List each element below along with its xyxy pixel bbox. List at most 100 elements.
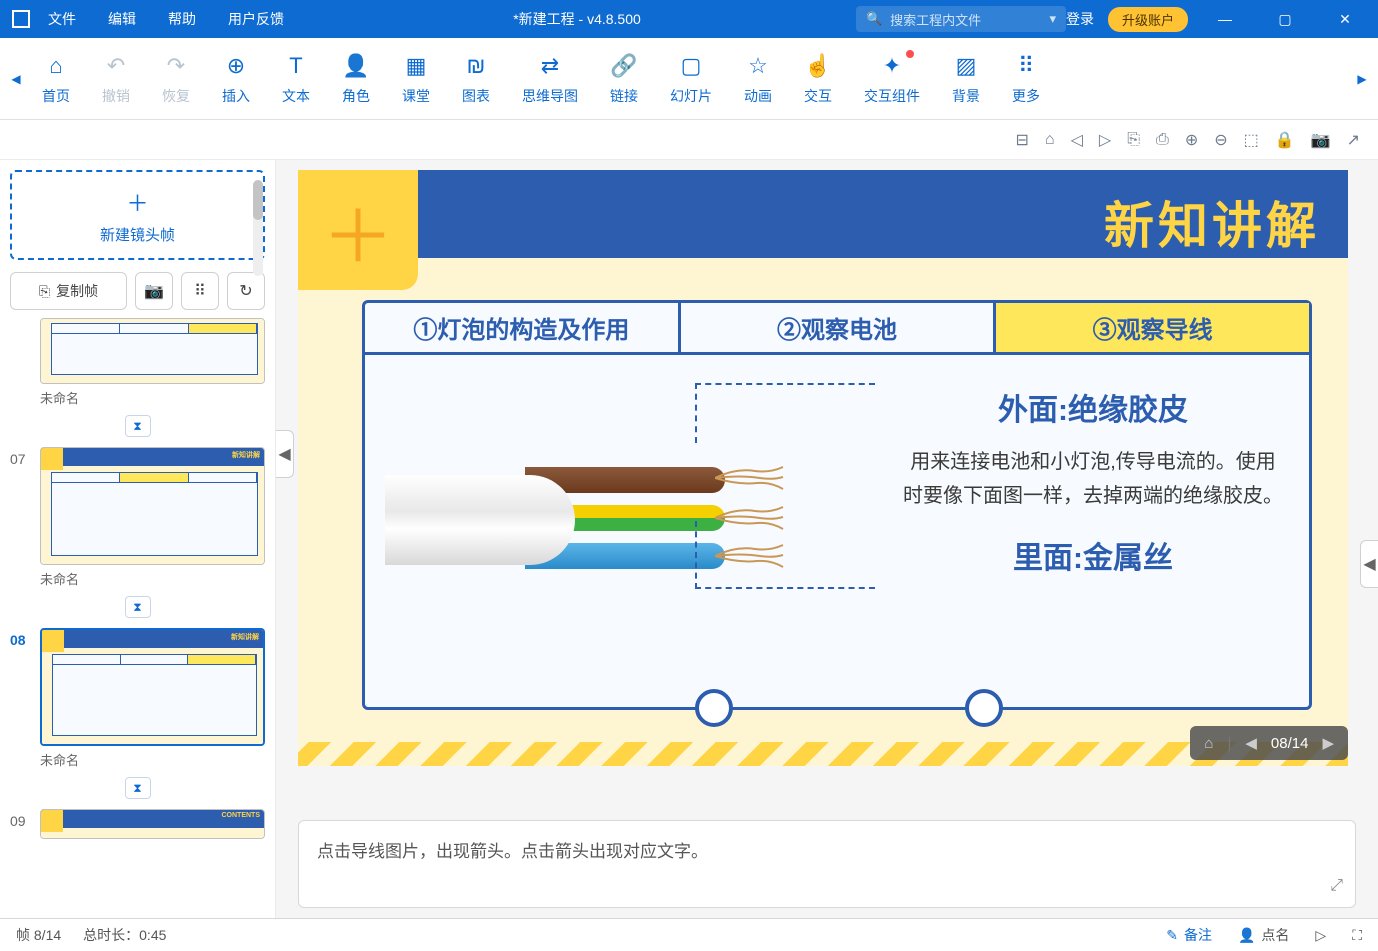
login-link[interactable]: 登录 <box>1066 9 1094 29</box>
canvas-area: 新知讲解 ＋ ①灯泡的构造及作用 ②观察电池 ③观察导线 <box>276 160 1378 920</box>
fullscreen-button[interactable]: ⛶ <box>1352 927 1362 944</box>
toolbar-首页[interactable]: ⌂首页 <box>42 52 70 106</box>
home-icon[interactable]: ⌂ <box>1045 131 1055 149</box>
play-button[interactable]: ▷ <box>1315 927 1326 944</box>
menu-help[interactable]: 帮助 <box>154 3 210 35</box>
transition-button[interactable]: ⧗ <box>125 596 151 618</box>
toolbar-label: 链接 <box>610 86 638 106</box>
toolbar-背景[interactable]: ▨ 背景 <box>952 52 980 106</box>
frame-thumbnail[interactable] <box>40 318 265 384</box>
toolbar-链接[interactable]: 🔗 链接 <box>610 52 638 106</box>
corner-badge: ＋ <box>298 170 418 290</box>
toolbar-icon: ↶ <box>102 52 130 80</box>
toolbar-恢复[interactable]: ↷恢复 <box>162 52 190 106</box>
nav-prev-button[interactable]: ◀ <box>1245 734 1257 752</box>
toolbar-label: 撤销 <box>102 86 130 106</box>
frames-sidebar: ＋ 新建镜头帧 ⎘ 复制帧 📷 ⠿ ↻ 未命名 ⧗ <box>0 160 276 920</box>
ruler-icon[interactable]: ⊟ <box>1015 130 1028 150</box>
refresh-button[interactable]: ↻ <box>227 272 265 310</box>
sidebar-scrollbar[interactable] <box>253 180 263 276</box>
frame-thumbnail-09[interactable]: CONTENTS <box>40 809 265 839</box>
nav-next-button[interactable]: ▶ <box>1322 734 1334 752</box>
toolbar-插入[interactable]: ⊕插入 <box>222 52 250 106</box>
right-panel-collapse[interactable]: ◀ <box>1360 540 1378 588</box>
toolbar-label: 背景 <box>952 86 980 106</box>
toolbar-icon: 👤 <box>342 52 370 80</box>
zoom-out-icon[interactable]: ⊖ <box>1214 130 1227 150</box>
copy-frame-button[interactable]: ⎘ 复制帧 <box>10 272 127 310</box>
toolbar-scroll-left[interactable]: ◀ <box>8 49 24 109</box>
toolbar-课堂[interactable]: ▦课堂 <box>402 52 430 106</box>
qr-button[interactable]: ⠿ <box>181 272 219 310</box>
toolbar-icon: ▦ <box>402 52 430 80</box>
toolbar-图表[interactable]: ₪图表 <box>462 52 490 106</box>
main-toolbar: ◀ ⌂首页 ↶ 撤销 ↷恢复 ⊕插入 T文本 👤角色 ▦课堂 ₪图表 ⇄思维导图 🔗 链接 ▢幻灯片 ☆动… <box>0 38 1378 120</box>
notes-button[interactable]: ✎备注 <box>1166 925 1212 945</box>
toolbar-scroll-right[interactable]: ▶ <box>1354 49 1370 109</box>
close-button[interactable]: ✕ <box>1322 0 1368 38</box>
dropdown-icon[interactable]: ▾ <box>1049 11 1056 27</box>
camera-icon[interactable]: 📷 <box>1311 130 1331 150</box>
paste-icon[interactable]: ⎙ <box>1156 131 1169 149</box>
prev-home-icon[interactable]: ◁ <box>1071 130 1083 150</box>
new-frame-button[interactable]: ＋ 新建镜头帧 <box>10 170 265 260</box>
thumb-number-09: 09 <box>10 809 32 829</box>
toolbar-icon: ₪ <box>462 52 490 80</box>
search-icon: 🔍 <box>866 11 882 27</box>
tab-wire[interactable]: ③观察导线 <box>996 303 1309 355</box>
handle-left[interactable] <box>695 689 733 727</box>
toolbar-交互组件[interactable]: ✦交互组件 <box>864 52 920 106</box>
maximize-button[interactable]: ▢ <box>1262 0 1308 38</box>
menu-file[interactable]: 文件 <box>34 3 90 35</box>
fit-icon[interactable]: ⬚ <box>1244 130 1259 150</box>
copy-icon[interactable]: ⎘ <box>1127 131 1140 149</box>
toolbar-文本[interactable]: T文本 <box>282 52 310 106</box>
toolbar-动画[interactable]: ☆动画 <box>744 52 772 106</box>
notes-area[interactable]: 点击导线图片，出现箭头。点击箭头出现对应文字。 ⤢ <box>298 820 1356 908</box>
toolbar-icon: ▨ <box>952 52 980 80</box>
toolbar-icon: ☝ <box>804 52 832 80</box>
toolbar-icon: ✦ <box>878 52 906 80</box>
upgrade-button[interactable]: 升级账户 <box>1108 7 1188 32</box>
thumb-number <box>10 318 32 322</box>
menu-edit[interactable]: 编辑 <box>94 3 150 35</box>
menu-feedback[interactable]: 用户反馈 <box>214 3 298 35</box>
frame-thumbnail-07[interactable]: 新知讲解 <box>40 447 265 565</box>
tab-battery[interactable]: ②观察电池 <box>681 303 997 355</box>
main-area: ＋ 新建镜头帧 ⎘ 复制帧 📷 ⠿ ↻ 未命名 ⧗ <box>0 160 1378 920</box>
toolbar-撤销[interactable]: ↶ 撤销 <box>102 52 130 106</box>
toolbar-icon: ⇄ <box>536 52 564 80</box>
transition-button[interactable]: ⧗ <box>125 415 151 437</box>
minimize-button[interactable]: — <box>1202 0 1248 38</box>
sidebar-collapse-button[interactable]: ◀ <box>276 430 294 478</box>
slide-title: 新知讲解 <box>1104 186 1320 258</box>
app-logo <box>12 10 30 28</box>
toolbar-交互[interactable]: ☝ 交互 <box>804 52 832 106</box>
next-home-icon[interactable]: ▷ <box>1099 130 1111 150</box>
export-icon[interactable]: ↗ <box>1347 130 1360 150</box>
callout-bottom <box>695 521 875 589</box>
lock-icon[interactable]: 🔒 <box>1275 130 1295 150</box>
screenshot-button[interactable]: 📷 <box>135 272 173 310</box>
rollcall-button[interactable]: 👤点名 <box>1238 925 1289 945</box>
toolbar-label: 动画 <box>744 86 772 106</box>
toolbar-思维导图[interactable]: ⇄思维导图 <box>522 52 578 106</box>
transition-button[interactable]: ⧗ <box>125 777 151 799</box>
search-input[interactable]: 🔍 搜索工程内文件 ▾ <box>856 6 1066 32</box>
frame-counter: 帧 8/14 <box>16 925 61 945</box>
toolbar-更多[interactable]: ⠿更多 <box>1012 52 1040 106</box>
toolbar-幻灯片[interactable]: ▢幻灯片 <box>670 52 712 106</box>
search-placeholder: 搜索工程内文件 <box>890 10 981 29</box>
zoom-in-icon[interactable]: ⊕ <box>1185 130 1198 150</box>
toolbar-icon: 🔗 <box>610 52 638 80</box>
frame-thumbnail-08[interactable]: 新知讲解 <box>40 628 265 746</box>
thumb-number-08: 08 <box>10 628 32 648</box>
expand-icon[interactable]: ⤢ <box>1330 877 1343 895</box>
nav-home-icon[interactable]: ⌂ <box>1204 735 1213 752</box>
toolbar-label: 交互 <box>804 86 832 106</box>
slide-canvas[interactable]: 新知讲解 ＋ ①灯泡的构造及作用 ②观察电池 ③观察导线 <box>298 170 1348 766</box>
toolbar-label: 文本 <box>282 86 310 106</box>
tab-bulb[interactable]: ①灯泡的构造及作用 <box>365 303 681 355</box>
toolbar-角色[interactable]: 👤角色 <box>342 52 370 106</box>
handle-right[interactable] <box>965 689 1003 727</box>
